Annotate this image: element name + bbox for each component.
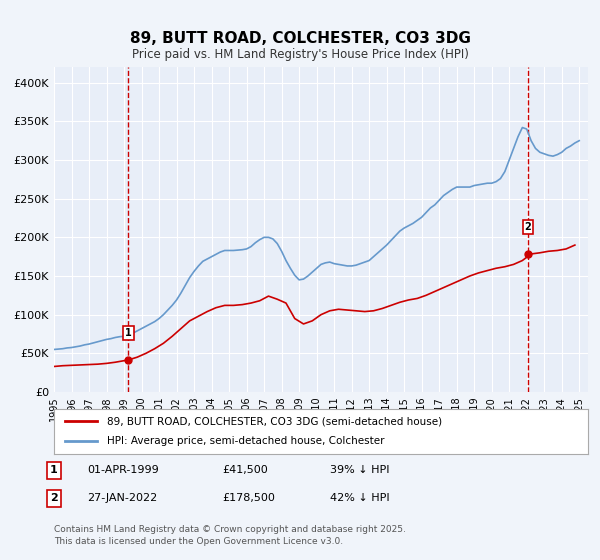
Text: Contains HM Land Registry data © Crown copyright and database right 2025.
This d: Contains HM Land Registry data © Crown c… [54, 525, 406, 546]
Text: 2: 2 [50, 493, 58, 503]
Text: 01-APR-1999: 01-APR-1999 [87, 465, 159, 475]
Text: 89, BUTT ROAD, COLCHESTER, CO3 3DG: 89, BUTT ROAD, COLCHESTER, CO3 3DG [130, 31, 470, 46]
Text: 1: 1 [50, 465, 58, 475]
Text: HPI: Average price, semi-detached house, Colchester: HPI: Average price, semi-detached house,… [107, 436, 385, 446]
Text: £41,500: £41,500 [222, 465, 268, 475]
Text: 1: 1 [125, 328, 132, 338]
Text: 2: 2 [525, 222, 532, 232]
Text: 27-JAN-2022: 27-JAN-2022 [87, 493, 157, 503]
Text: Price paid vs. HM Land Registry's House Price Index (HPI): Price paid vs. HM Land Registry's House … [131, 48, 469, 60]
Text: £178,500: £178,500 [222, 493, 275, 503]
Text: 39% ↓ HPI: 39% ↓ HPI [330, 465, 389, 475]
Text: 42% ↓ HPI: 42% ↓ HPI [330, 493, 389, 503]
Text: 89, BUTT ROAD, COLCHESTER, CO3 3DG (semi-detached house): 89, BUTT ROAD, COLCHESTER, CO3 3DG (semi… [107, 416, 443, 426]
